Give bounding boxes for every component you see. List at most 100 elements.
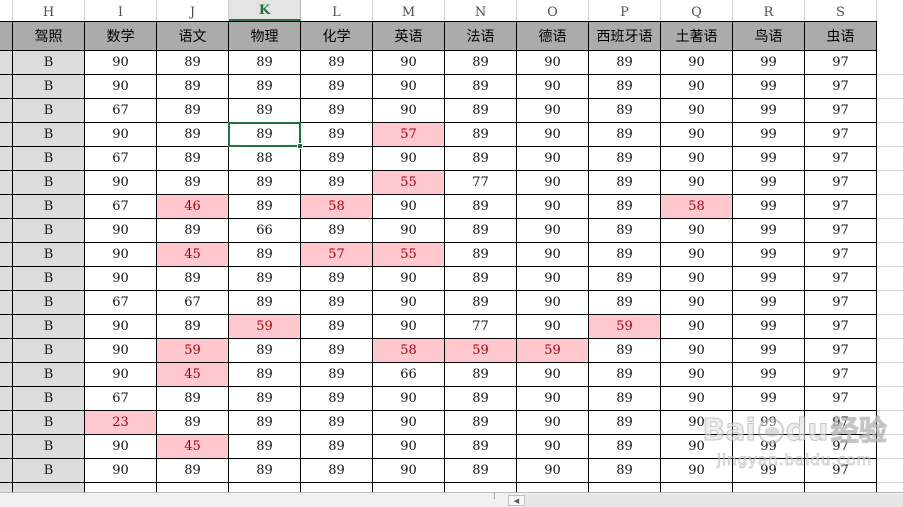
column-header-R[interactable]: R [733,0,805,21]
column-header-Q[interactable]: Q [661,0,733,21]
cell-R4[interactable]: 99 [733,123,805,147]
cell-O12[interactable]: 90 [517,315,589,339]
cell-R19[interactable] [733,483,805,492]
cell-L12[interactable]: 89 [301,315,373,339]
header-cell-L[interactable]: 化学 [301,21,373,51]
left-partial-column-cell[interactable] [0,291,13,315]
cell-M14[interactable]: 66 [373,363,445,387]
cell-L13[interactable]: 89 [301,339,373,363]
cell-O2[interactable]: 90 [517,75,589,99]
cell-O7[interactable]: 90 [517,195,589,219]
cell-P13[interactable]: 89 [589,339,661,363]
cell-K18[interactable]: 89 [229,459,301,483]
cell-Q15[interactable]: 90 [661,387,733,411]
cell-L17[interactable]: 89 [301,435,373,459]
cell-N8[interactable]: 89 [445,219,517,243]
cell-N3[interactable]: 89 [445,99,517,123]
cell-R17[interactable]: 99 [733,435,805,459]
cell-P18[interactable]: 89 [589,459,661,483]
cell-I13[interactable]: 90 [85,339,157,363]
cell-H1[interactable]: B [13,51,85,75]
cell-O4[interactable]: 90 [517,123,589,147]
cell-Q1[interactable]: 90 [661,51,733,75]
cell-J3[interactable]: 89 [157,99,229,123]
cell-I10[interactable]: 90 [85,267,157,291]
cell-R8[interactable]: 99 [733,219,805,243]
cell-L2[interactable]: 89 [301,75,373,99]
cell-N13[interactable]: 59 [445,339,517,363]
cell-J2[interactable]: 89 [157,75,229,99]
cell-K9[interactable]: 89 [229,243,301,267]
cell-J18[interactable]: 89 [157,459,229,483]
cell-L16[interactable]: 89 [301,411,373,435]
cell-N10[interactable]: 89 [445,267,517,291]
cell-Q9[interactable]: 90 [661,243,733,267]
cell-N16[interactable]: 89 [445,411,517,435]
cell-K15[interactable]: 89 [229,387,301,411]
cell-L5[interactable]: 89 [301,147,373,171]
cell-P15[interactable]: 89 [589,387,661,411]
cell-H10[interactable]: B [13,267,85,291]
cell-P8[interactable]: 89 [589,219,661,243]
cell-Q16[interactable]: 90 [661,411,733,435]
cell-L4[interactable]: 89 [301,123,373,147]
cell-J11[interactable]: 67 [157,291,229,315]
cell-N6[interactable]: 77 [445,171,517,195]
cell-K4[interactable]: 89 [229,123,301,147]
cell-P12[interactable]: 59 [589,315,661,339]
cell-R14[interactable]: 99 [733,363,805,387]
cell-K3[interactable]: 89 [229,99,301,123]
cell-N17[interactable]: 89 [445,435,517,459]
cell-K16[interactable]: 89 [229,411,301,435]
cell-O6[interactable]: 90 [517,171,589,195]
cell-N7[interactable]: 89 [445,195,517,219]
column-header-M[interactable]: M [373,0,445,21]
cell-J9[interactable]: 45 [157,243,229,267]
cell-O13[interactable]: 59 [517,339,589,363]
cell-J12[interactable]: 89 [157,315,229,339]
cell-I7[interactable]: 67 [85,195,157,219]
cell-I9[interactable]: 90 [85,243,157,267]
cell-P1[interactable]: 89 [589,51,661,75]
cell-P3[interactable]: 89 [589,99,661,123]
cell-O14[interactable]: 90 [517,363,589,387]
header-cell-P[interactable]: 西班牙语 [589,21,661,51]
cell-I3[interactable]: 67 [85,99,157,123]
cell-S18[interactable]: 97 [805,459,877,483]
cell-K13[interactable]: 89 [229,339,301,363]
column-header-I[interactable]: I [85,0,157,21]
cell-K14[interactable]: 89 [229,363,301,387]
cell-S2[interactable]: 97 [805,75,877,99]
cell-J1[interactable]: 89 [157,51,229,75]
cell-S16[interactable]: 97 [805,411,877,435]
left-partial-column-cell[interactable] [0,315,13,339]
left-partial-column-cell[interactable] [0,243,13,267]
cell-P17[interactable]: 89 [589,435,661,459]
column-header-S[interactable]: S [805,0,877,21]
cell-S1[interactable]: 97 [805,51,877,75]
cell-J7[interactable]: 46 [157,195,229,219]
cell-I12[interactable]: 90 [85,315,157,339]
left-partial-column-cell[interactable] [0,339,13,363]
cell-I16[interactable]: 23 [85,411,157,435]
cell-P6[interactable]: 89 [589,171,661,195]
cell-H2[interactable]: B [13,75,85,99]
cell-P10[interactable]: 89 [589,267,661,291]
cell-M8[interactable]: 90 [373,219,445,243]
cell-P9[interactable]: 89 [589,243,661,267]
left-partial-column-cell[interactable] [0,219,13,243]
cell-K6[interactable]: 89 [229,171,301,195]
cell-Q4[interactable]: 90 [661,123,733,147]
cell-M3[interactable]: 90 [373,99,445,123]
left-partial-column-cell[interactable] [0,99,13,123]
cell-I11[interactable]: 67 [85,291,157,315]
cell-S5[interactable]: 97 [805,147,877,171]
cell-P11[interactable]: 89 [589,291,661,315]
cell-M4[interactable]: 57 [373,123,445,147]
cell-N12[interactable]: 77 [445,315,517,339]
cell-M17[interactable]: 90 [373,435,445,459]
cell-S9[interactable]: 97 [805,243,877,267]
cell-P19[interactable] [589,483,661,492]
cell-Q7[interactable]: 58 [661,195,733,219]
cell-N19[interactable] [445,483,517,492]
